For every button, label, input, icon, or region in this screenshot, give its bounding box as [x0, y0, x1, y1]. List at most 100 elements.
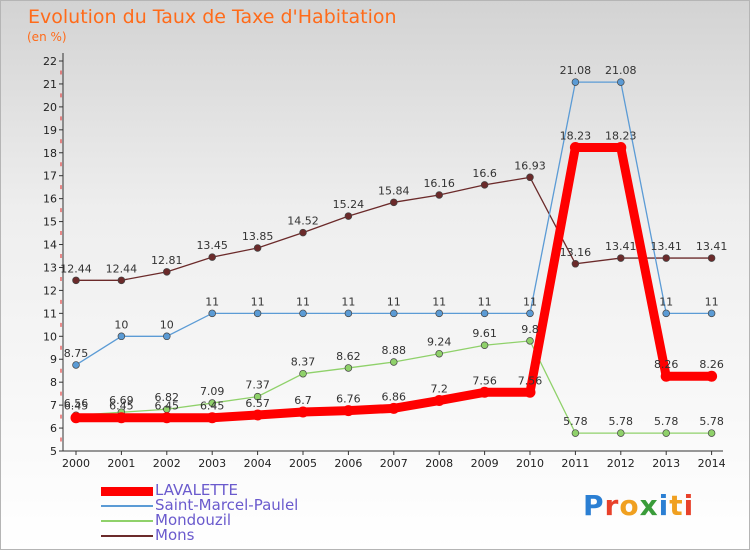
data-point — [72, 276, 80, 285]
data-label: 7.09 — [200, 385, 225, 398]
data-label: 8.88 — [382, 344, 407, 357]
legend-item: LAVALETTE — [101, 481, 361, 499]
data-label: 13.45 — [196, 239, 228, 252]
data-point — [388, 402, 400, 414]
data-point — [390, 198, 398, 207]
data-label: 11 — [296, 295, 310, 308]
data-label: 13.41 — [650, 240, 682, 253]
data-label: 11 — [205, 295, 219, 308]
data-point — [617, 429, 625, 437]
data-point — [208, 253, 216, 261]
data-point — [526, 309, 534, 318]
x-tick-label: 2005 — [289, 457, 317, 470]
x-tick-label: 2012 — [607, 457, 635, 470]
data-label: 5.78 — [654, 415, 679, 428]
data-label: 6.45 — [109, 400, 134, 413]
logo-letter: r — [604, 489, 620, 522]
chart-unit: (en %) — [27, 30, 67, 44]
data-point — [480, 341, 489, 349]
legend-swatch — [101, 535, 153, 537]
data-point — [161, 412, 173, 424]
data-point — [615, 141, 627, 153]
data-label: 11 — [251, 295, 265, 308]
data-label: 7.37 — [245, 379, 270, 392]
data-point — [390, 358, 398, 366]
data-label: 8.62 — [336, 350, 361, 363]
data-point — [433, 395, 445, 407]
data-label: 13.16 — [560, 246, 592, 259]
data-label: 7.56 — [472, 374, 497, 387]
data-point — [707, 254, 716, 262]
y-tick-label: 8 — [50, 376, 57, 389]
data-label: 6.69 — [109, 394, 134, 407]
logo-letter: i — [683, 489, 695, 522]
data-label: 13.41 — [605, 240, 637, 253]
data-point — [70, 412, 82, 424]
data-point — [208, 399, 216, 407]
data-label: 11 — [387, 295, 401, 308]
data-point — [344, 309, 353, 318]
data-point — [617, 254, 625, 262]
data-point — [163, 332, 171, 341]
data-point — [297, 406, 309, 418]
data-point — [344, 364, 353, 372]
data-point — [617, 78, 625, 86]
y-tick-label: 17 — [43, 170, 57, 183]
data-point — [706, 370, 718, 382]
data-label: 5.78 — [699, 415, 724, 428]
data-label: 8.26 — [699, 358, 724, 371]
data-point — [299, 369, 307, 378]
data-label: 10 — [160, 318, 174, 331]
data-point — [206, 412, 218, 424]
legend-label: LAVALETTE — [155, 481, 238, 499]
data-point — [569, 141, 581, 153]
y-tick-label: 13 — [43, 261, 57, 274]
data-label: 21.08 — [605, 64, 637, 77]
y-tick-label: 14 — [43, 239, 57, 252]
data-point — [480, 309, 489, 318]
data-label: 9.24 — [427, 336, 452, 349]
data-label: 18.23 — [560, 129, 592, 142]
data-point — [662, 429, 670, 437]
y-tick-label: 10 — [43, 330, 57, 343]
data-label: 8.37 — [291, 356, 316, 369]
data-label: 6.56 — [64, 397, 89, 410]
data-label: 7.2 — [430, 383, 448, 396]
data-point — [208, 309, 216, 318]
data-point — [660, 370, 672, 382]
y-tick-label: 15 — [43, 216, 57, 229]
chart-title: Evolution du Taux de Taxe d'Habitation — [28, 6, 397, 28]
data-label: 15.24 — [333, 198, 365, 211]
legend-swatch — [101, 486, 153, 496]
data-label: 6.45 — [64, 400, 89, 413]
y-tick-label: 20 — [43, 101, 57, 114]
x-tick-label: 2002 — [153, 457, 181, 470]
data-label: 11 — [659, 295, 673, 308]
data-label: 8.26 — [654, 358, 679, 371]
data-label: 6.45 — [200, 400, 225, 413]
data-label: 14.52 — [287, 215, 319, 228]
legend: LAVALETTE Saint-Marcel-Paulel Mondouzil Mon… — [101, 481, 361, 544]
data-label: 6.82 — [155, 391, 180, 404]
x-tick-label: 2000 — [62, 457, 90, 470]
data-label: 9.8 — [521, 323, 539, 336]
data-label: 12.44 — [106, 262, 138, 275]
x-tick-label: 2009 — [471, 457, 499, 470]
y-tick-label: 19 — [43, 124, 57, 137]
x-tick-label: 2013 — [652, 457, 680, 470]
legend-swatch — [101, 520, 153, 522]
data-point — [435, 349, 443, 358]
y-tick-label: 9 — [50, 353, 57, 366]
data-label: 11 — [341, 295, 355, 308]
data-label: 15.84 — [378, 184, 410, 197]
data-point — [72, 361, 80, 369]
data-label: 7.56 — [518, 374, 543, 387]
y-tick-label: 5 — [50, 445, 57, 458]
data-label: 5.78 — [609, 415, 634, 428]
data-point — [571, 78, 580, 86]
x-tick-label: 2007 — [380, 457, 408, 470]
y-tick-label: 11 — [43, 307, 57, 320]
legend-label: Saint-Marcel-Paulel — [155, 496, 299, 514]
